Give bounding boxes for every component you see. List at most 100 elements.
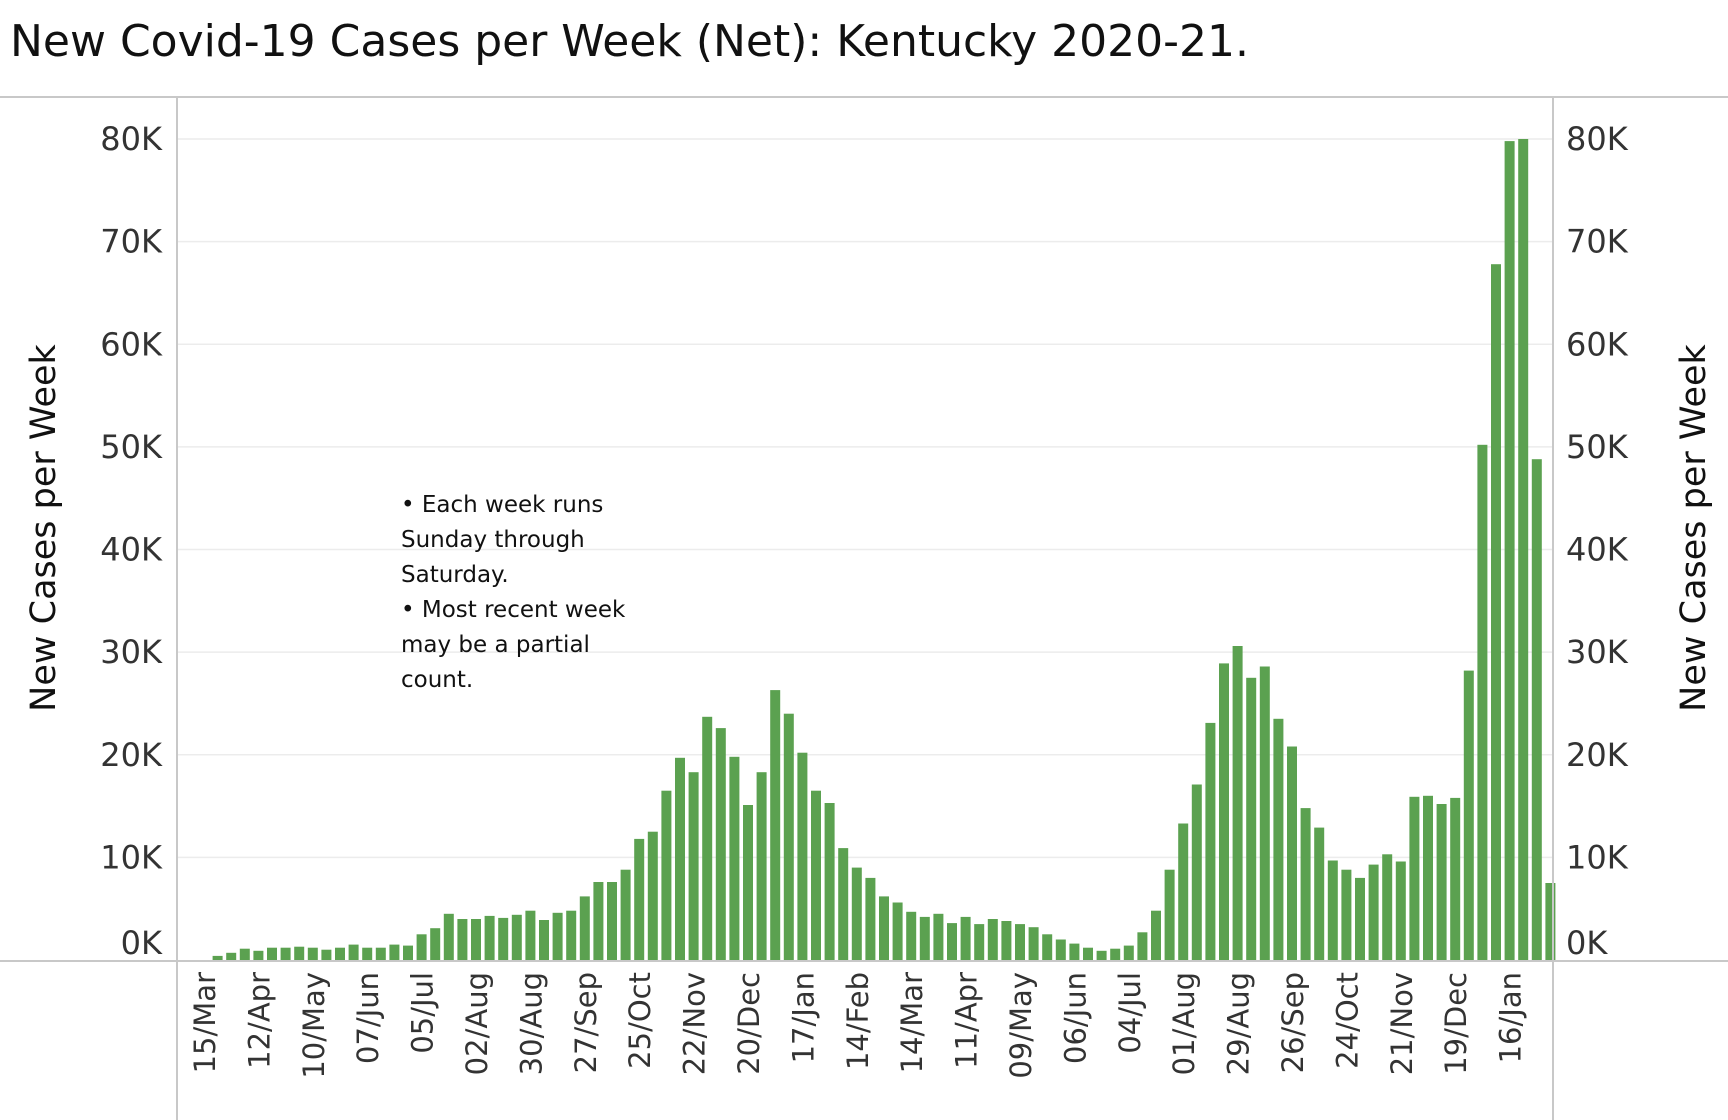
bar [715,728,726,960]
y-tick-label: 0K [121,924,163,962]
bar [579,896,590,960]
bar [1518,139,1529,960]
x-axis-ticks: 15/Mar 12/Apr 10/May 07/Jun 05/Jul 02/Aug 30/A… [188,972,1528,1079]
y-axis-left-ticks: 0K 10K 20K 30K 40K 50K 60K 70K 80K [100,120,163,962]
y-tick-label: 30K [100,633,163,671]
bar [1164,869,1175,960]
y-tick-label-right: 70K [1566,223,1629,261]
bar [511,914,522,960]
bars [212,139,1556,961]
bar [457,919,468,960]
bar [321,949,332,960]
x-tick-label: 14/Mar [895,972,929,1073]
bar [1314,827,1325,960]
bar [1355,877,1365,960]
bar [1137,932,1148,960]
bar [1273,718,1284,960]
x-tick-label: 17/Jan [786,972,820,1063]
x-tick-label: 27/Sep [569,972,603,1073]
bar [974,924,985,960]
bar [1191,784,1202,960]
bar [1028,927,1039,960]
bar [1232,646,1243,960]
bar [348,944,359,960]
bar [960,916,971,960]
bar [675,757,685,960]
bar [552,912,563,960]
bar [1423,795,1433,960]
y-tick-label-right: 20K [1566,736,1629,774]
bar [1042,934,1053,960]
annotation-line: • Each week runs [401,492,603,518]
y-tick-label-right: 50K [1566,428,1629,466]
bar [253,950,264,960]
bar [1096,950,1107,960]
bar [430,928,441,960]
bar [1069,943,1080,960]
y-tick-label-right: 40K [1566,531,1629,569]
chart-title: New Covid-19 Cases per Week (Net): Kentu… [10,16,1249,67]
x-tick-label: 09/May [1004,972,1038,1079]
bar [294,946,305,960]
x-tick-label: 30/Aug [514,972,548,1075]
bar [1300,808,1311,960]
bar [389,944,400,960]
annotation-line: Sunday through [401,527,585,553]
bar [797,752,808,960]
x-tick-label: 15/Mar [188,972,222,1073]
x-tick-label: 07/Jun [351,972,385,1064]
bar [947,923,957,960]
bar [403,945,413,960]
bar [1178,823,1189,960]
bar [1151,910,1161,960]
x-tick-label: 22/Nov [678,972,712,1075]
bar [498,917,509,960]
bar [539,920,549,960]
y-tick-label: 80K [100,120,163,158]
bar [443,913,454,960]
y-tick-label-right: 0K [1566,924,1608,962]
gridlines [177,138,1553,859]
x-tick-label: 21/Nov [1385,972,1419,1075]
bar [607,882,617,960]
x-tick-label: 26/Sep [1276,972,1310,1073]
y-tick-label: 60K [100,325,163,363]
bar [1368,864,1379,960]
bar [416,934,427,960]
bar [756,772,767,960]
bar [1055,939,1066,960]
x-tick-label: 16/Jan [1494,972,1528,1063]
bar [1123,945,1134,960]
y-tick-label: 10K [100,838,163,876]
bar [1491,264,1501,960]
x-tick-label: 06/Jun [1058,972,1092,1064]
bar [824,803,835,960]
bar [702,716,713,960]
bar [851,867,862,960]
bar [1409,796,1420,960]
bar [375,947,386,960]
bar [647,831,658,960]
bar [1015,924,1025,960]
bar [1287,746,1297,960]
x-tick-label: 29/Aug [1222,972,1256,1075]
bar [280,947,291,960]
bar [1477,444,1488,960]
y-tick-label-right: 30K [1566,633,1629,671]
y-tick-label-right: 60K [1566,325,1629,363]
bar [1001,921,1012,960]
bar [1110,948,1121,960]
x-tick-label: 10/May [297,972,331,1079]
x-tick-label: 14/Feb [841,972,875,1070]
annotation-line: may be a partial [401,632,590,658]
x-tick-label: 19/Dec [1439,972,1473,1075]
x-tick-label: 11/Apr [950,972,984,1069]
bar [593,882,604,960]
x-tick-label: 24/Oct [1330,972,1364,1069]
bar [906,911,917,960]
bar [226,952,237,960]
bar [919,916,930,960]
y-tick-label-right: 10K [1566,838,1629,876]
bar [1246,677,1257,960]
